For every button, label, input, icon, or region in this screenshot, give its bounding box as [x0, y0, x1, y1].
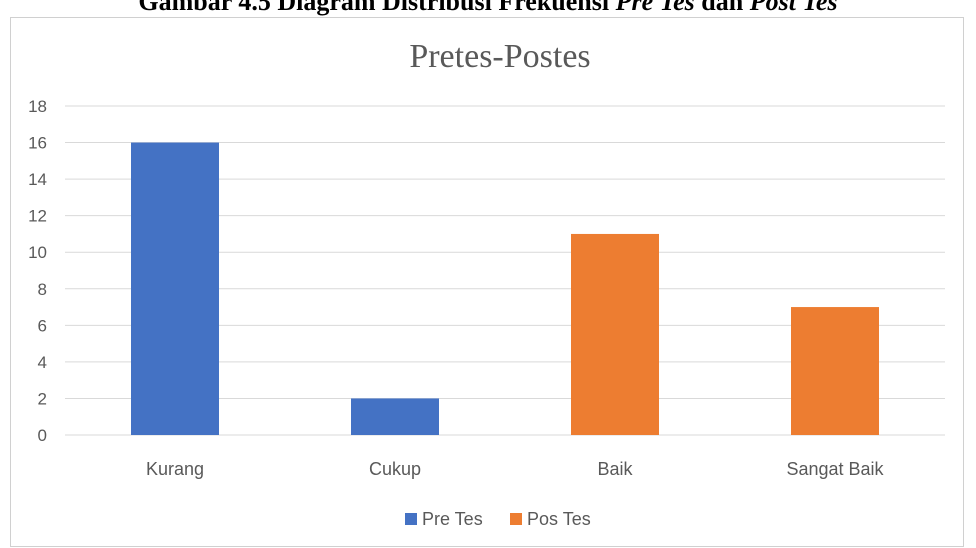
bar-pre-tes: [131, 142, 219, 436]
y-tick-label: 0: [38, 426, 47, 445]
y-tick-label: 18: [28, 97, 47, 116]
bar-pos-tes: [791, 307, 879, 435]
figure-caption: Gambar 4.5 Diagram Distribusi Frekuensi …: [0, 0, 976, 17]
chart-title: Pretes-Postes: [409, 38, 590, 75]
legend-swatch: [405, 513, 417, 525]
caption-text-1: Gambar 4.5 Diagram Distribusi Frekuensi: [138, 0, 616, 16]
y-tick-label: 12: [28, 207, 47, 226]
x-tick-label: Baik: [597, 459, 633, 479]
y-tick-label: 10: [28, 243, 47, 262]
y-tick-label: 2: [38, 389, 47, 408]
legend-swatch: [510, 513, 522, 525]
caption-text-2: Pre Tes: [615, 0, 695, 16]
y-tick-label: 16: [28, 134, 47, 153]
bar-pre-tes: [351, 398, 439, 435]
legend-label: Pre Tes: [422, 509, 483, 529]
y-tick-label: 14: [28, 170, 47, 189]
y-tick-label: 4: [38, 353, 47, 372]
x-tick-label: Kurang: [146, 459, 204, 479]
y-tick-label: 6: [38, 316, 47, 335]
legend-label: Pos Tes: [527, 509, 591, 529]
x-tick-label: Sangat Baik: [786, 459, 884, 479]
y-tick-label: 8: [38, 280, 47, 299]
bar-pos-tes: [571, 233, 659, 435]
x-tick-label: Cukup: [369, 459, 421, 479]
caption-text-3: dan: [694, 0, 750, 16]
caption-text-4: Post Tes: [749, 0, 838, 16]
